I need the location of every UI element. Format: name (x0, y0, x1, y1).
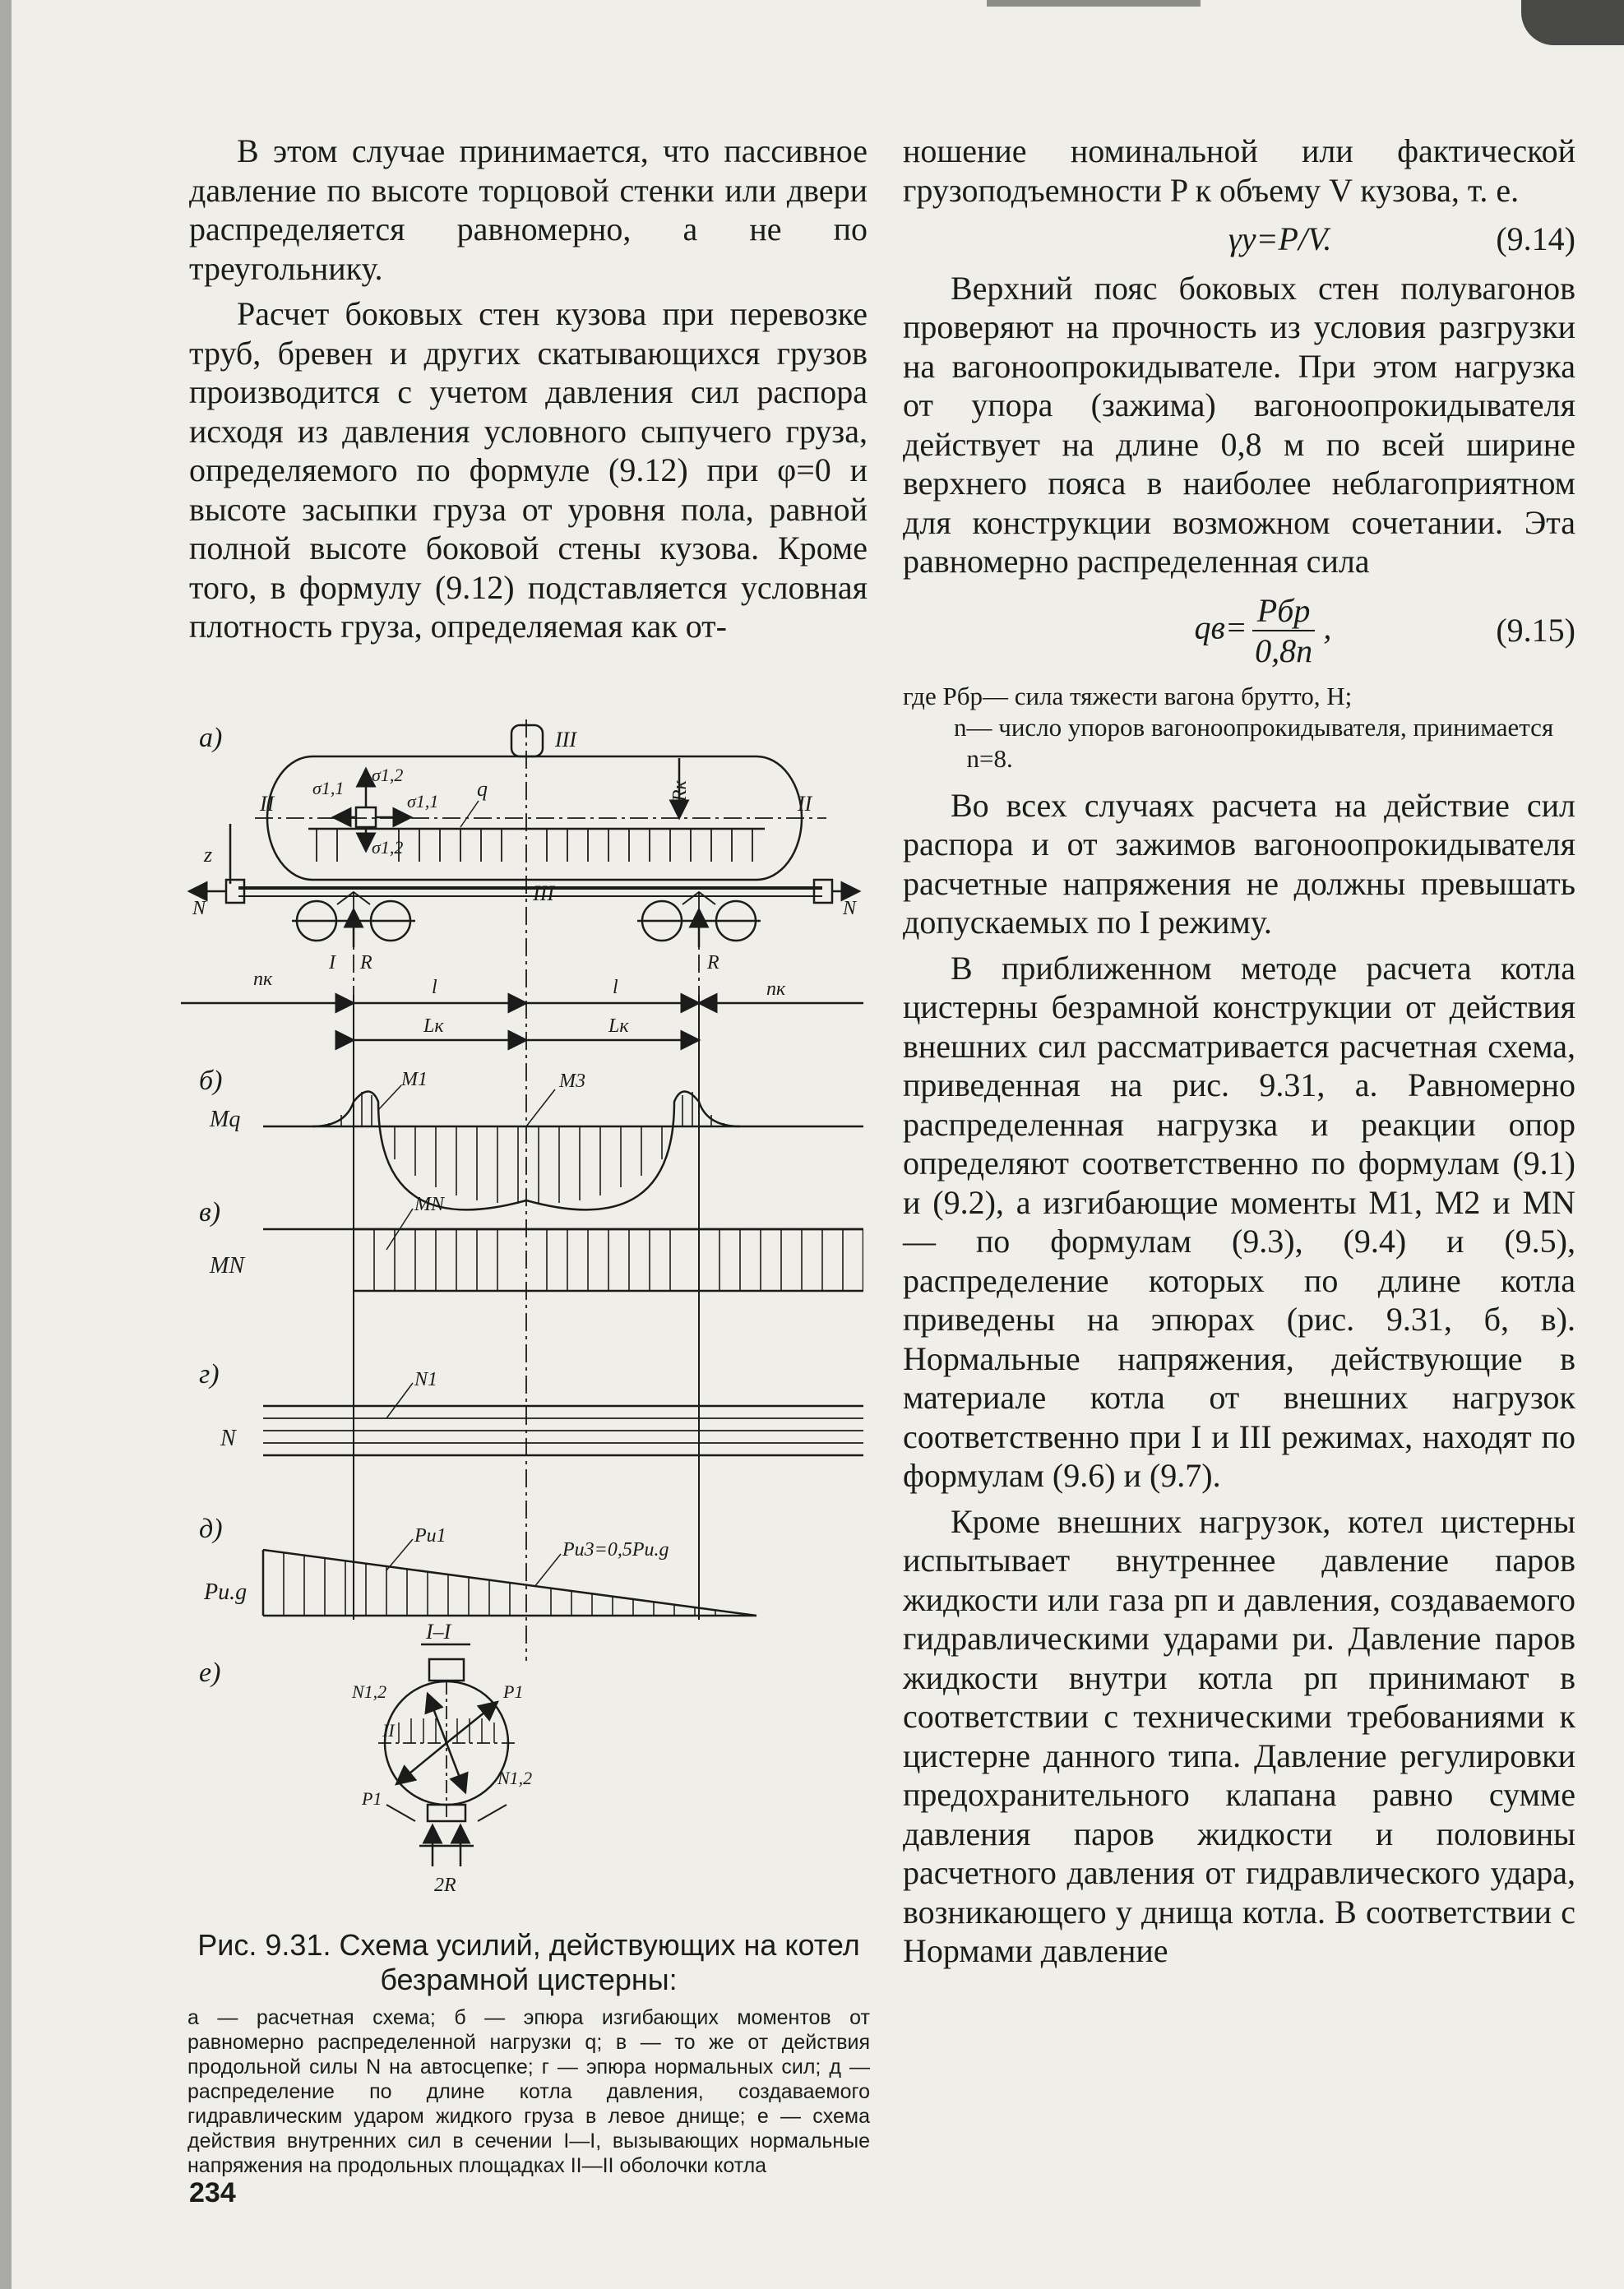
paragraph: В этом случае принимается, что пассивное… (189, 132, 868, 287)
epure-label: Pи3=0,5Pи.g (562, 1539, 669, 1561)
right-column-text: ношение номинальной или фактической груз… (903, 132, 1575, 1971)
fraction-denominator: 0,8n (1255, 632, 1313, 669)
formula-9-14: γу=P/V. (9.14) (903, 220, 1575, 259)
force-label: N (842, 898, 858, 919)
epure-label: MN (209, 1253, 245, 1279)
panel-label-e: е) (199, 1658, 220, 1688)
epure-label: N (220, 1426, 237, 1451)
section-label: II (797, 792, 813, 816)
formula-tail: , (1323, 608, 1332, 646)
stress-label: σ1,2 (372, 765, 403, 785)
dimension-label: nк (766, 978, 786, 1000)
section-label: III (554, 728, 577, 751)
panel-label-b: б) (199, 1066, 222, 1096)
where-text: — число упоров вагоноопрокидывателя, при… (966, 712, 1554, 773)
figure-caption: Рис. 9.31. Схема усилий, действующих на … (187, 1928, 870, 2178)
panel-label-g: г) (199, 1359, 220, 1390)
epure-label: Pи1 (414, 1525, 446, 1547)
dimension-label: nк (253, 969, 273, 990)
where-symbol: где Pбр (903, 681, 983, 710)
stress-label: σ1,2 (372, 837, 403, 858)
formula-explanation: где Pбр — сила тяжести вагона брутто, Н;… (903, 681, 1575, 775)
force-label: N (192, 898, 207, 919)
section-title: I–I (425, 1620, 452, 1644)
paragraph: В приближенном методе расчета котла цист… (903, 949, 1575, 1495)
epure-label: M1 (400, 1069, 428, 1090)
epure-hatching (373, 1229, 844, 1291)
paragraph: Расчет боковых стен кузова при перевозке… (189, 295, 868, 645)
dimension-label: Lк (423, 1015, 444, 1037)
left-column-text: В этом случае принимается, что пассивное… (189, 132, 868, 646)
paragraph: Во всех случаях расчета на действие сил … (903, 786, 1575, 941)
paragraph: ношение номинальной или фактической груз… (903, 132, 1575, 209)
section-label: II (259, 792, 275, 816)
section-label: III (532, 881, 555, 905)
section-dome (428, 1658, 465, 1682)
epure-label: N1 (414, 1369, 437, 1390)
epure-label: M3 (558, 1071, 585, 1092)
epure-label: MN (414, 1194, 446, 1215)
formula-lhs: qв= (1194, 608, 1247, 646)
scan-stain-top (987, 0, 1201, 7)
tank-dome (510, 724, 544, 758)
formula-expression: qв= Pбр 0,8n , (1194, 591, 1331, 671)
section-label: II (382, 1720, 396, 1741)
dimension-label: Lк (608, 1015, 629, 1037)
figure-9-31: а) б) в) г) д) е) III Rк II II (181, 719, 863, 1896)
panel-label-v: в) (199, 1197, 220, 1228)
fraction: Pбр 0,8n (1252, 591, 1316, 671)
epure-pug: Pи.g Pи1 Pи3=0,5Pи.g (203, 1525, 757, 1617)
stress-element (354, 806, 377, 829)
where-symbol: n (903, 712, 967, 742)
epure-label: Pи.g (203, 1579, 247, 1605)
radius-label: Rк (669, 779, 691, 802)
panel-label-a: а) (199, 723, 222, 753)
reaction-label: R (706, 952, 719, 973)
where-text: — сила тяжести вагона брутто, Н; (982, 681, 1353, 710)
scan-edge-left (0, 0, 12, 2289)
epure-label: Mq (209, 1107, 240, 1132)
epure-mn: MN MN (209, 1194, 863, 1292)
force-label: P1 (361, 1788, 382, 1809)
caption-legend: а — расчетная схема; б — эпюра изгибающи… (187, 2006, 870, 2177)
force-label: P1 (502, 1681, 523, 1702)
dimension-label: l (613, 977, 618, 998)
paragraph: Верхний пояс боковых стен полувагонов пр… (903, 269, 1575, 580)
reaction-label: R (359, 952, 372, 973)
section-label: I (328, 952, 336, 973)
cross-section-I-I: I–I II N1,2 P1 P1 (351, 1620, 532, 1896)
stress-label: σ1,1 (312, 778, 344, 798)
load-label: q (477, 777, 488, 801)
epure-hatching (328, 1092, 724, 1204)
formula-number: (9.14) (1496, 220, 1575, 257)
height-label: z (203, 843, 212, 867)
formula-expression: γу=P/V. (1228, 220, 1332, 257)
stress-label: σ1,1 (407, 791, 438, 812)
epure-mq: Mq M1 M3 (209, 1069, 863, 1211)
page-number: 234 (189, 2177, 236, 2208)
tank-schematic: III Rк II II σ1,1 σ1,2 σ1, (181, 719, 863, 1661)
formula-9-15: qв= Pбр 0,8n , (9.15) (903, 591, 1575, 671)
force-label: N1,2 (497, 1768, 532, 1788)
epure-n: N N1 (220, 1369, 863, 1457)
tank-boiler (266, 755, 803, 881)
reaction-label: 2R (434, 1875, 456, 1896)
fraction-numerator: Pбр (1252, 591, 1316, 631)
panel-label-d: д) (199, 1514, 223, 1544)
caption-title: Рис. 9.31. Схема усилий, действующих на … (197, 1928, 860, 1996)
dimension-label: l (432, 977, 437, 998)
scan-stain-top-right (1521, 0, 1624, 45)
formula-number: (9.15) (1496, 612, 1575, 650)
epure-hatching (283, 1552, 716, 1616)
force-label: N1,2 (351, 1681, 386, 1702)
paragraph: Кроме внешних нагрузок, котел цистерны и… (903, 1502, 1575, 1970)
